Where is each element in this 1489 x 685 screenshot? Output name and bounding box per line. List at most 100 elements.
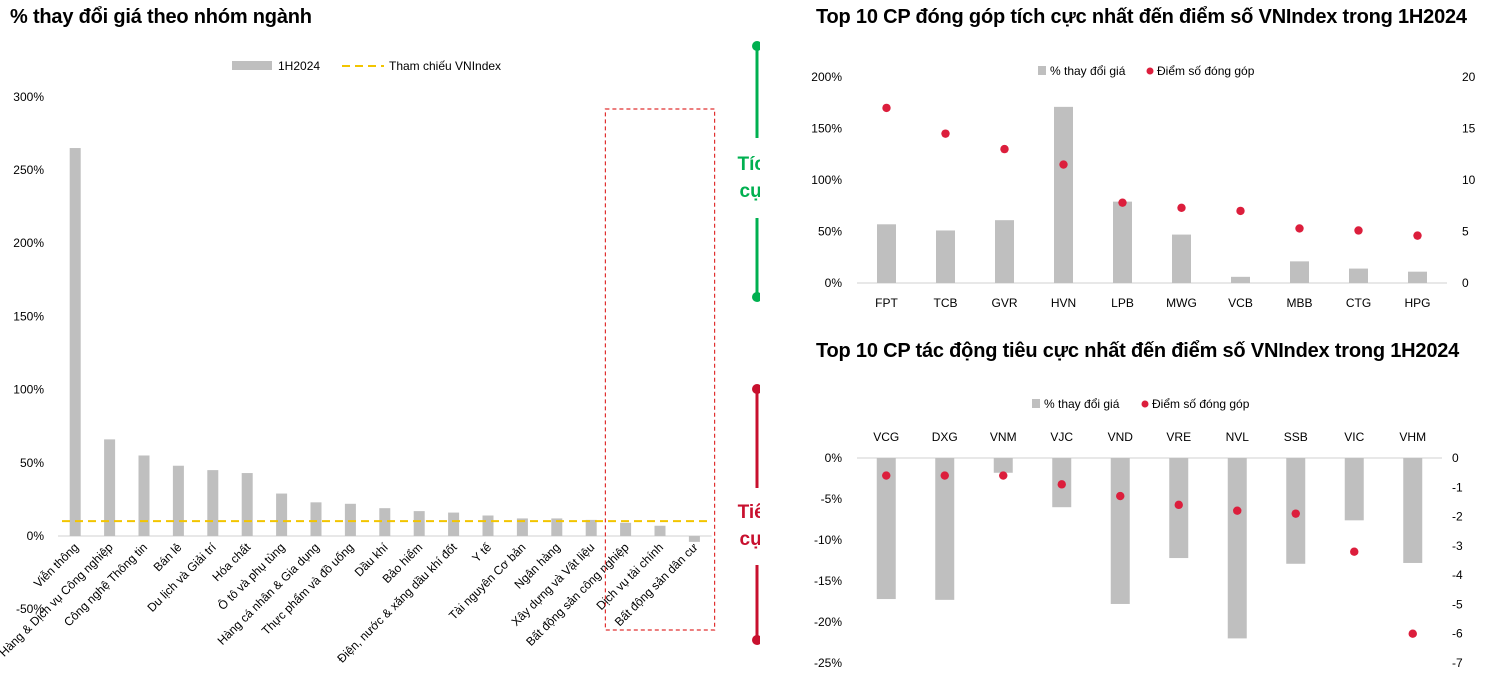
legend-label-reference: Tham chiếu VNIndex <box>389 59 501 73</box>
y-left-tick-label: 0% <box>825 276 843 290</box>
y-left-tick-label: -25% <box>814 656 842 670</box>
point-gvr <box>1000 144 1009 154</box>
chart3-title: Top 10 CP tác động tiêu cực nhất đến điể… <box>816 340 1460 362</box>
x-tick-label: FPT <box>875 296 898 310</box>
legend-label-dot: Điểm số đóng góp <box>1152 397 1250 411</box>
positive-label: cực <box>740 181 760 202</box>
bar-mbb <box>1290 261 1309 283</box>
y-right-tick-label: 15 <box>1462 122 1476 136</box>
point-vnd <box>1116 491 1125 501</box>
negative-bracket-endpoint <box>752 635 760 645</box>
bar-10 <box>379 508 391 536</box>
bar-18 <box>654 525 666 536</box>
bar-15 <box>551 518 563 536</box>
chart1-title: % thay đổi giá theo nhóm ngành <box>10 6 312 28</box>
point-vcb <box>1236 206 1245 216</box>
x-tick-label: VNM <box>990 430 1017 444</box>
legend-label-bar: % thay đổi giá <box>1050 64 1126 78</box>
x-tick-label: HVN <box>1051 296 1076 310</box>
y-right-tick-label: -6 <box>1452 627 1463 641</box>
legend-label-dot: Điểm số đóng góp <box>1157 64 1255 78</box>
point-vcg <box>882 471 891 480</box>
y-left-tick-label: 150% <box>811 122 842 136</box>
y-right-tick-label: -7 <box>1452 656 1463 670</box>
bar-gvr <box>995 220 1014 283</box>
negative-label: Tiêu <box>738 502 760 523</box>
y-tick-label: -50% <box>16 602 44 616</box>
y-left-tick-label: 50% <box>818 225 842 239</box>
bar-17 <box>620 522 632 536</box>
y-tick-label: 250% <box>13 163 44 177</box>
positive-bracket-endpoint <box>752 41 760 51</box>
bar-vcg <box>876 458 896 600</box>
legend-swatch-dot <box>1141 400 1149 408</box>
y-left-tick-label: 200% <box>811 70 842 84</box>
point-hvn <box>1059 160 1068 169</box>
x-tick-label: MBB <box>1286 296 1312 310</box>
x-tick-label: VCG <box>873 430 899 444</box>
point-vre <box>1174 500 1183 510</box>
y-tick-label: 300% <box>13 90 44 104</box>
bar-19 <box>688 536 700 542</box>
x-tick-label: VRE <box>1166 430 1191 444</box>
y-tick-label: 200% <box>13 236 44 250</box>
y-left-tick-label: -20% <box>814 615 842 629</box>
top10-positive-chart: % thay đổi giá Điểm số đóng góp200%150%10… <box>811 64 1476 310</box>
bar-mwg <box>1172 234 1191 283</box>
point-tcb <box>941 129 950 138</box>
x-tick-label: HPG <box>1404 296 1430 310</box>
bar-vhm <box>1403 458 1423 563</box>
point-vhm <box>1408 629 1417 638</box>
y-right-tick-label: 5 <box>1462 225 1469 239</box>
y-tick-label: 0% <box>27 529 45 543</box>
bar-1 <box>69 148 81 537</box>
bar-vnd <box>1110 458 1130 604</box>
bar-hpg <box>1408 271 1427 283</box>
y-left-tick-label: -5% <box>821 492 843 506</box>
negative-bracket-endpoint <box>752 384 760 394</box>
y-right-tick-label: 0 <box>1462 276 1469 290</box>
y-left-tick-label: -10% <box>814 533 842 547</box>
point-nvl <box>1233 506 1242 515</box>
x-tick-label: CTG <box>1346 296 1371 310</box>
point-dxg <box>940 471 949 480</box>
y-right-tick-label: 0 <box>1452 451 1459 465</box>
sector-price-change-chart: 1H2024 Tham chiếu VNIndex 300% 250% 200% 150%… <box>0 41 760 666</box>
x-tick-label: NVL <box>1226 430 1250 444</box>
bar-ctg <box>1349 268 1368 283</box>
x-tick-label: SSB <box>1284 430 1308 444</box>
y-left-tick-label: -15% <box>814 574 842 588</box>
bar-tcb <box>936 230 955 283</box>
x-tick-label: DXG <box>932 430 958 444</box>
bar-dxg <box>935 458 955 600</box>
legend-label-bar: 1H2024 <box>278 59 320 73</box>
bar-nvl <box>1227 458 1247 639</box>
point-hpg <box>1413 231 1422 240</box>
point-mbb <box>1295 224 1304 233</box>
legend-label-bar: % thay đổi giá <box>1044 397 1120 411</box>
point-vjc <box>1057 480 1066 489</box>
bar-fpt <box>877 224 896 283</box>
bar-5 <box>207 470 219 536</box>
bar-12 <box>448 512 460 536</box>
negative-label: cực <box>740 529 760 550</box>
bar-hvn <box>1054 106 1073 284</box>
x-tick-label: VND <box>1108 430 1134 444</box>
y-left-tick-label: 0% <box>825 451 843 465</box>
bar-13 <box>482 515 494 536</box>
x-tick-label: VJC <box>1050 430 1073 444</box>
x-tick-label: MWG <box>1166 296 1197 310</box>
positive-bracket-endpoint <box>752 292 760 302</box>
bar-2 <box>104 439 116 536</box>
y-left-tick-label: 100% <box>811 173 842 187</box>
bar-vnm <box>993 458 1013 473</box>
bar-vcb <box>1231 276 1250 283</box>
legend-swatch-bar <box>232 61 272 70</box>
bar-16 <box>585 519 597 536</box>
bar-14 <box>516 518 528 536</box>
x-tick-label: VHM <box>1399 430 1426 444</box>
legend-swatch-bar <box>1038 66 1046 75</box>
y-right-tick-label: 10 <box>1462 173 1476 187</box>
y-right-tick-label: -3 <box>1452 539 1463 553</box>
